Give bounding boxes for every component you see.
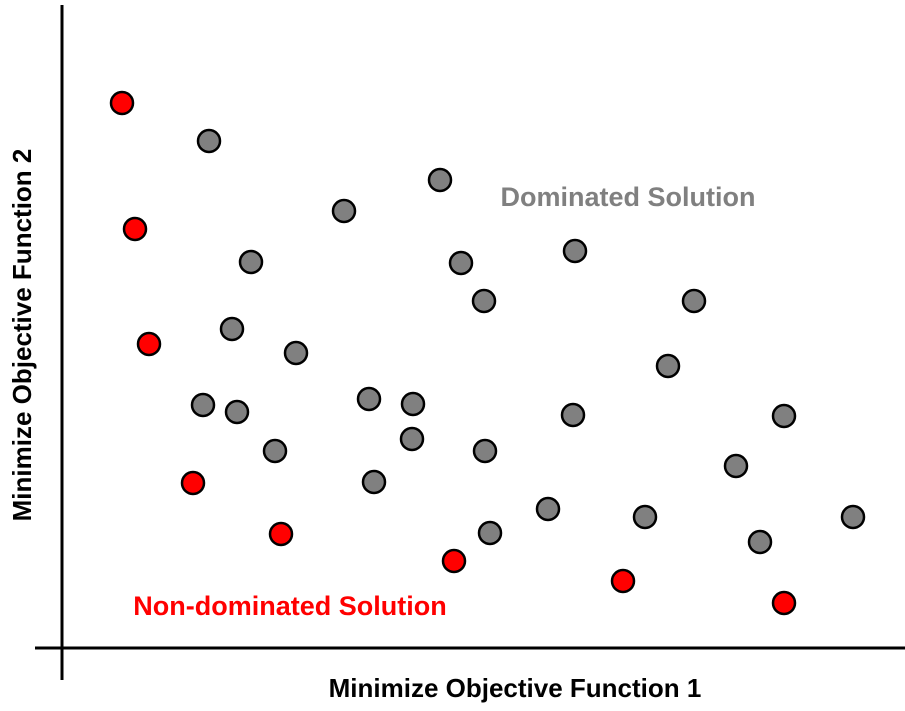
point — [361, 469, 387, 495]
point — [109, 90, 135, 116]
point — [262, 438, 288, 464]
point — [268, 521, 294, 547]
point — [681, 288, 707, 314]
point — [472, 438, 498, 464]
point — [190, 392, 216, 418]
point — [448, 250, 474, 276]
point — [562, 238, 588, 264]
point — [356, 386, 382, 412]
point — [136, 331, 162, 357]
series-label: Dominated Solution — [501, 182, 756, 212]
point — [535, 496, 561, 522]
point — [180, 470, 206, 496]
point — [771, 590, 797, 616]
point — [747, 529, 773, 555]
point — [427, 167, 453, 193]
y-axis-label: Minimize Objective Function 2 — [7, 149, 37, 522]
point — [723, 453, 749, 479]
point — [560, 402, 586, 428]
point — [283, 340, 309, 366]
point — [224, 399, 250, 425]
x-axis-label: Minimize Objective Function 1 — [329, 673, 702, 703]
point — [399, 426, 425, 452]
point — [610, 568, 636, 594]
point — [840, 504, 866, 530]
point — [655, 353, 681, 379]
point — [632, 504, 658, 530]
point — [441, 548, 467, 574]
point — [471, 288, 497, 314]
point — [331, 198, 357, 224]
series-label: Non-dominated Solution — [133, 591, 446, 621]
point — [477, 520, 503, 546]
point — [400, 391, 426, 417]
point — [238, 249, 264, 275]
point — [196, 128, 222, 154]
point — [219, 316, 245, 342]
point — [122, 216, 148, 242]
point — [771, 403, 797, 429]
